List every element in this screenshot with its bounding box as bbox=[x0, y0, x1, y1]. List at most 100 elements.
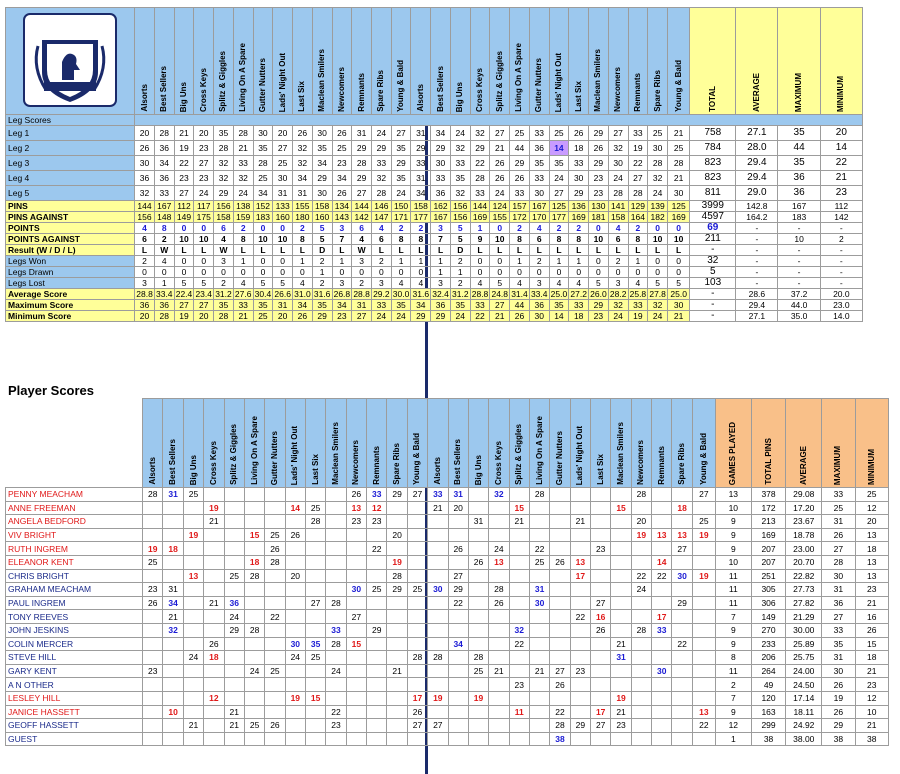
player-score-cell bbox=[304, 704, 327, 720]
player-summary-header-4: MINIMUM bbox=[854, 398, 890, 488]
stat-row-5: Legs Won 2 4 0 0 3 1 0 0 1 2 1 3 2 1 1 1 2 0 0 1 2 1 1 0 2 1 0 0 32- -… bbox=[4, 255, 864, 267]
leg-score-cell: 27 bbox=[272, 140, 294, 156]
stat-cell: 0 bbox=[153, 266, 175, 278]
player-score-cell: 28 bbox=[243, 622, 266, 638]
team-header-h1-11: Remnants bbox=[351, 7, 372, 115]
player-score-cell bbox=[142, 636, 164, 652]
leg-score-cell: 14 bbox=[548, 140, 570, 156]
player-score-cell bbox=[569, 731, 592, 747]
player-summary-cell: 18.78 bbox=[785, 527, 823, 543]
stat-cell: 4 bbox=[232, 277, 254, 289]
stat-cell: 146 bbox=[370, 200, 392, 212]
player-score-cell bbox=[508, 690, 530, 706]
player-score-cell bbox=[651, 582, 673, 597]
player-score-cell bbox=[630, 609, 653, 624]
leg-row-3: Leg 3 30 34 22 27 32 33 28 25 32 34 23 28 33 29 33 30 33 2… bbox=[4, 155, 864, 171]
stat-cell: L bbox=[292, 244, 313, 256]
leg-score-cell: 21 bbox=[173, 125, 195, 141]
leg-score-cell: 24 bbox=[489, 185, 511, 201]
leg-score-cell: 28 bbox=[370, 185, 392, 201]
stat-label: Legs Lost bbox=[4, 277, 136, 289]
stat-row-4: Result (W / D / L) L W L L W L L L L D L W L L L L D L L L L L… bbox=[4, 244, 864, 256]
leg-score-cell: 27 bbox=[607, 125, 629, 141]
player-score-cell bbox=[427, 622, 449, 638]
player-summary-cell: 10 bbox=[714, 500, 752, 516]
stat-cell: 2 bbox=[311, 277, 333, 289]
stat-cell: 35 bbox=[213, 299, 234, 311]
leg-scores-label: Leg Scores bbox=[4, 114, 136, 126]
player-score-cell bbox=[366, 677, 388, 692]
leg-score-cell: 35 bbox=[390, 170, 412, 186]
player-score-cell bbox=[569, 690, 592, 706]
leg-score-cell: 24 bbox=[647, 185, 668, 201]
player-score-cell: 27 bbox=[447, 568, 469, 584]
stat-summary-cell: - bbox=[689, 288, 737, 300]
player-score-cell bbox=[345, 704, 368, 720]
stat-cell: 26.6 bbox=[272, 288, 294, 300]
stat-cell: D bbox=[311, 244, 333, 256]
stat-cell: 10 bbox=[647, 233, 668, 245]
player-score-cell bbox=[325, 677, 347, 692]
leg-summary-cell: 29.0 bbox=[735, 185, 779, 201]
player-score-cell: 21 bbox=[569, 514, 592, 529]
stat-summary-cell: 2 bbox=[819, 233, 864, 245]
stat-cell: 156 bbox=[449, 200, 471, 212]
stat-cell: 8 bbox=[509, 233, 530, 245]
player-score-cell bbox=[264, 731, 286, 747]
leg-score-cell: 31 bbox=[272, 185, 294, 201]
stat-cell: 28.8 bbox=[134, 288, 155, 300]
stat-cell: 27.8 bbox=[647, 288, 668, 300]
stat-summary-cell: 69 bbox=[689, 222, 737, 234]
player-score-cell bbox=[406, 677, 429, 692]
player-team-header-2: Big Uns bbox=[182, 398, 205, 488]
stat-cell: 177 bbox=[548, 211, 570, 223]
team-header-label: Living On A Spare bbox=[238, 43, 248, 112]
player-score-cell: 19 bbox=[182, 527, 205, 543]
leg-score-cell: 32 bbox=[134, 185, 155, 201]
stat-cell: L bbox=[410, 244, 432, 256]
leg-score-cell: 33 bbox=[568, 155, 590, 171]
leg-score-cell: 34 bbox=[153, 155, 175, 171]
team-header-label: Splitz & Giggles bbox=[494, 51, 504, 112]
player-summary-cell: 25 bbox=[821, 500, 856, 516]
stat-cell: 33.4 bbox=[153, 288, 175, 300]
stat-cell: 5 bbox=[311, 233, 333, 245]
leg-score-cell: 28 bbox=[153, 125, 175, 141]
player-team-header-label: Living On A Spare bbox=[534, 416, 544, 485]
stat-cell: W bbox=[351, 244, 372, 256]
player-score-cell bbox=[223, 541, 245, 556]
player-score-cell: 17 bbox=[590, 704, 612, 720]
stat-cell: 169 bbox=[469, 211, 491, 223]
player-score-cell: 21 bbox=[610, 636, 632, 652]
leg-score-cell: 29 bbox=[390, 155, 412, 171]
team-header-h1-3: Cross Keys bbox=[193, 7, 215, 115]
leg-score-cell: 20 bbox=[193, 125, 215, 141]
player-score-cell: 19 bbox=[467, 690, 490, 706]
stat-cell: 33 bbox=[568, 299, 590, 311]
player-score-cell bbox=[142, 704, 164, 720]
player-score-cell bbox=[284, 622, 306, 638]
stat-cell: 27.6 bbox=[232, 288, 254, 300]
team-header-h2-4: Splitz & Giggles bbox=[489, 7, 511, 115]
stat-cell: 35 bbox=[252, 299, 274, 311]
player-row: GRAHAM MEACHAM 23 31 30 25 29 25 30 29 28 31 24 11 30… bbox=[4, 582, 890, 597]
player-summary-cell: 21 bbox=[854, 663, 890, 679]
player-score-cell: 28 bbox=[427, 650, 449, 665]
leg-summary-cell: 27.1 bbox=[735, 125, 779, 141]
player-score-cell: 33 bbox=[651, 622, 673, 638]
player-score-cell bbox=[284, 541, 306, 556]
stat-label: Legs Drawn bbox=[4, 266, 136, 278]
stat-cell: 0 bbox=[588, 266, 609, 278]
stat-cell: L bbox=[390, 244, 412, 256]
player-score-cell bbox=[467, 622, 490, 638]
stat-cell: 27 bbox=[351, 310, 372, 322]
player-summary-cell: 18 bbox=[854, 650, 890, 665]
player-score-cell bbox=[304, 554, 327, 570]
stat-cell: 1 bbox=[627, 255, 649, 267]
player-score-cell bbox=[508, 541, 530, 556]
player-score-cell bbox=[304, 731, 327, 747]
player-summary-cell: 31 bbox=[821, 650, 856, 665]
stat-cell: 29 bbox=[588, 299, 609, 311]
stat-cell: 14 bbox=[548, 310, 570, 322]
stat-cell: 2 bbox=[292, 222, 313, 234]
